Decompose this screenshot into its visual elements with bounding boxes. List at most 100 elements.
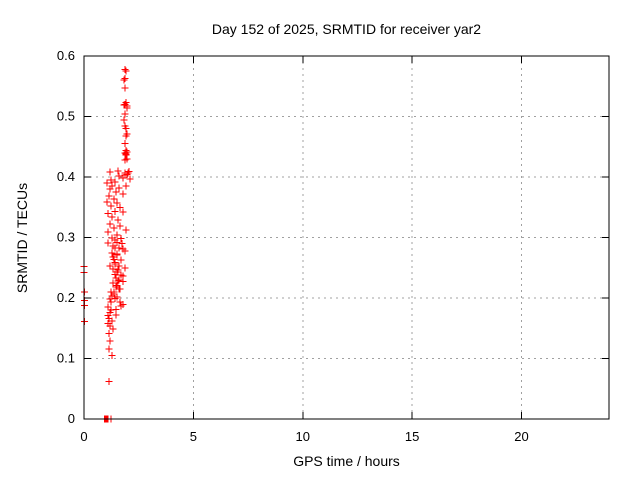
y-axis-label: SRMTID / TECUs: [14, 182, 30, 294]
data-point: [123, 155, 131, 163]
data-point: [121, 156, 129, 164]
data-point: [104, 319, 112, 327]
data-point: [107, 298, 115, 306]
data-point: [121, 110, 129, 118]
data-point: [108, 213, 116, 221]
y-tick-label: 0.3: [57, 230, 75, 245]
data-point: [116, 203, 124, 211]
data-point: [104, 228, 112, 236]
data-point: [119, 245, 127, 253]
data-point: [106, 337, 114, 345]
data-point: [104, 239, 112, 247]
data-point: [105, 330, 113, 338]
data-point: [105, 192, 113, 200]
data-point: [112, 283, 120, 291]
data-point: [111, 178, 119, 186]
data-point: [108, 182, 116, 190]
data-point: [114, 266, 122, 274]
data-point: [109, 325, 117, 333]
data-point: [113, 250, 121, 258]
data-point: [113, 268, 121, 276]
data-point: [106, 168, 114, 176]
data-point: [115, 244, 123, 252]
data-point: [109, 265, 117, 273]
data-point: [115, 262, 123, 270]
data-point: [114, 216, 122, 224]
data-point: [112, 305, 120, 313]
data-point: [120, 116, 128, 124]
data-points-layer: [80, 65, 134, 423]
data-point: [105, 345, 113, 353]
data-point: [121, 65, 129, 73]
data-point: [121, 74, 129, 82]
data-point: [116, 298, 124, 306]
data-point: [103, 179, 111, 187]
y-tick-label: 0.4: [57, 169, 75, 184]
x-tick-label: 5: [190, 429, 197, 444]
data-point: [115, 285, 123, 293]
data-point: [123, 148, 131, 156]
data-point: [106, 262, 114, 270]
data-point: [119, 208, 127, 216]
data-point: [111, 207, 119, 215]
data-point: [120, 76, 128, 84]
data-point: [106, 220, 114, 228]
data-point: [125, 168, 133, 176]
axes-layer: [83, 55, 610, 420]
tick-label-layer: 0 5 10 15 20 0 0.1 0.2 0.3 0.4 0.5 0.6: [57, 48, 529, 444]
data-point: [109, 242, 117, 250]
data-point: [114, 167, 122, 175]
data-point: [121, 264, 129, 272]
data-point: [122, 67, 130, 75]
data-point: [121, 84, 129, 92]
data-point: [123, 130, 131, 138]
data-point: [126, 175, 134, 183]
data-point: [122, 99, 130, 107]
data-point: [107, 202, 115, 210]
data-point: [81, 318, 89, 326]
x-axis-label: GPS time / hours: [293, 453, 400, 469]
data-point: [110, 288, 118, 296]
data-point: [116, 222, 124, 230]
data-point: [108, 351, 116, 359]
data-point: [104, 303, 112, 311]
data-point: [112, 188, 120, 196]
data-point: [108, 249, 116, 257]
data-point: [115, 276, 123, 284]
data-point: [111, 236, 119, 244]
data-point: [105, 315, 113, 323]
data-point: [108, 234, 116, 242]
data-point: [110, 195, 118, 203]
data-point: [113, 281, 121, 289]
data-point: [115, 172, 123, 180]
data-point: [117, 271, 125, 279]
x-tick-label: 15: [405, 429, 419, 444]
data-point: [109, 279, 117, 287]
data-point: [119, 190, 127, 198]
data-point: [113, 293, 121, 301]
data-point: [110, 224, 118, 232]
y-tick-label: 0.5: [57, 109, 75, 124]
x-tick-label: 10: [296, 429, 310, 444]
data-point: [117, 256, 125, 264]
data-point: [105, 377, 113, 385]
data-point: [113, 199, 121, 207]
y-tick-label: 0.1: [57, 351, 75, 366]
chart-title: Day 152 of 2025, SRMTID for receiver yar…: [211, 21, 482, 37]
data-point: [111, 258, 119, 266]
data-point: [115, 184, 123, 192]
data-point: [103, 198, 111, 206]
data-point: [118, 240, 126, 248]
y-tick-label: 0.6: [57, 48, 75, 63]
data-point: [117, 235, 125, 243]
data-point: [104, 209, 112, 217]
y-tick-label: 0: [68, 411, 75, 426]
data-point: [109, 253, 117, 261]
data-point: [122, 182, 130, 190]
x-tick-label: 0: [80, 429, 87, 444]
data-point: [113, 231, 121, 239]
data-point: [121, 169, 129, 177]
data-point: [122, 132, 130, 140]
